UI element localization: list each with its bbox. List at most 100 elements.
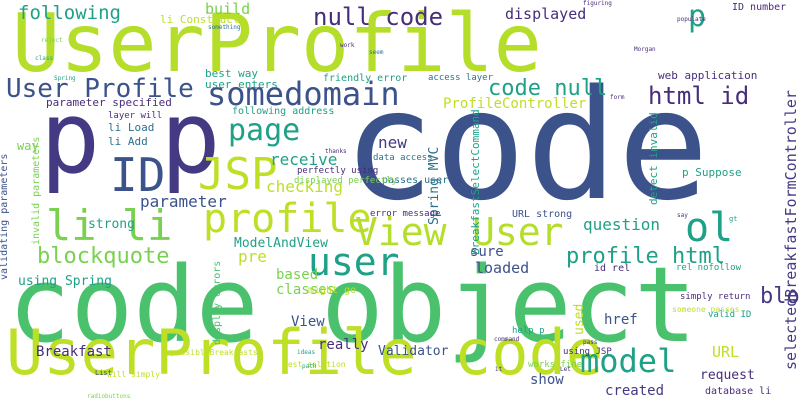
word: parameter [140, 192, 227, 211]
word: valid ID [708, 310, 752, 320]
word: code [343, 57, 710, 234]
word: question [583, 215, 661, 234]
word: error message [370, 209, 441, 219]
word: based [276, 267, 319, 283]
word: created [605, 383, 665, 399]
word: List [95, 369, 112, 377]
word: work [340, 42, 355, 49]
word: href [604, 312, 638, 328]
word: Spring [54, 75, 76, 82]
word: radiobuttons [87, 393, 131, 400]
word: will simply [107, 370, 160, 379]
word: seem [369, 49, 384, 56]
word: build [205, 0, 251, 18]
word: checking [266, 177, 344, 196]
word: blockquote p [760, 284, 800, 309]
word: rel nofollow [676, 263, 742, 273]
word: figuring [583, 0, 612, 7]
word: someone passes [672, 305, 740, 314]
word: request [700, 368, 755, 383]
word: li li [46, 201, 173, 250]
word: web application [658, 69, 758, 82]
word: somedomain [207, 75, 400, 113]
word: something [208, 24, 241, 31]
word: best solution [283, 360, 346, 369]
word: simply return [680, 292, 751, 302]
word: code object [8, 244, 697, 366]
word: ID number [732, 2, 787, 13]
word: model [580, 342, 677, 380]
word: populate [677, 16, 706, 23]
word: show [530, 372, 564, 388]
word: path [302, 363, 317, 370]
word: ideas [297, 349, 316, 356]
word: classes [276, 282, 336, 298]
word: page [228, 113, 301, 148]
word: best way [205, 67, 258, 80]
word: URL [712, 343, 740, 361]
word: perfectly using [297, 166, 379, 176]
word: friendly error [323, 73, 408, 84]
word: following [18, 2, 121, 24]
word: database li [705, 386, 772, 397]
word: detect invalid [647, 112, 660, 205]
word: it [495, 366, 503, 373]
word: id rel [594, 263, 631, 274]
word: used [572, 303, 587, 335]
word: might go [308, 285, 357, 296]
word: class [35, 55, 54, 62]
word: p Suppose [682, 166, 742, 179]
word: Breakfast [36, 344, 112, 360]
word: UserProfile [12, 0, 542, 90]
word: User Profile [6, 74, 194, 104]
word: html id [648, 82, 750, 110]
word: invalid parameters [31, 136, 42, 245]
word: thanks [325, 148, 347, 155]
word: following address [232, 106, 335, 117]
word: display errors [212, 260, 223, 345]
word: passes user [382, 175, 449, 186]
word: user [308, 240, 400, 284]
word: ModelAndView [234, 236, 328, 251]
word: reject [41, 37, 63, 44]
word: JSP [198, 149, 278, 200]
word: pass [583, 339, 598, 346]
word: Morgan [634, 46, 656, 53]
word: blockquote [37, 244, 170, 269]
word: null code [313, 3, 444, 31]
word: code null [488, 76, 608, 101]
word: say [677, 212, 688, 219]
word: li Construct [160, 13, 240, 26]
word: help p [512, 326, 545, 336]
word: p [688, 0, 707, 34]
word: ProfileController [443, 96, 587, 112]
word: parameter specified [46, 96, 172, 109]
word: using Spring [18, 274, 112, 289]
word: profile html [566, 244, 725, 269]
word: BreakfastSelectCommand [469, 109, 482, 255]
word: strong [88, 217, 135, 232]
word: gt [729, 215, 738, 223]
word: possibleBreakfasts [171, 348, 258, 357]
word: layer will [108, 111, 163, 121]
word: ol [685, 205, 734, 251]
word: View [355, 210, 447, 254]
word: access layer [428, 73, 494, 83]
word: selectedBreakfastFormController [782, 90, 800, 370]
word: li Load [108, 121, 155, 134]
word: loaded [475, 259, 530, 277]
word: validating parameters [0, 153, 10, 280]
word: receive [270, 150, 338, 169]
word: UserProfile code [6, 316, 604, 389]
word: using JSP [563, 347, 612, 357]
word: Let [560, 366, 571, 373]
word: profile [203, 196, 372, 242]
word: works fine [528, 360, 583, 370]
word: Validator [378, 344, 449, 359]
word: sure [470, 244, 504, 260]
word: way [17, 139, 39, 153]
word: li Add [108, 135, 148, 148]
word: data access [373, 153, 433, 163]
word: user enters [205, 78, 278, 91]
